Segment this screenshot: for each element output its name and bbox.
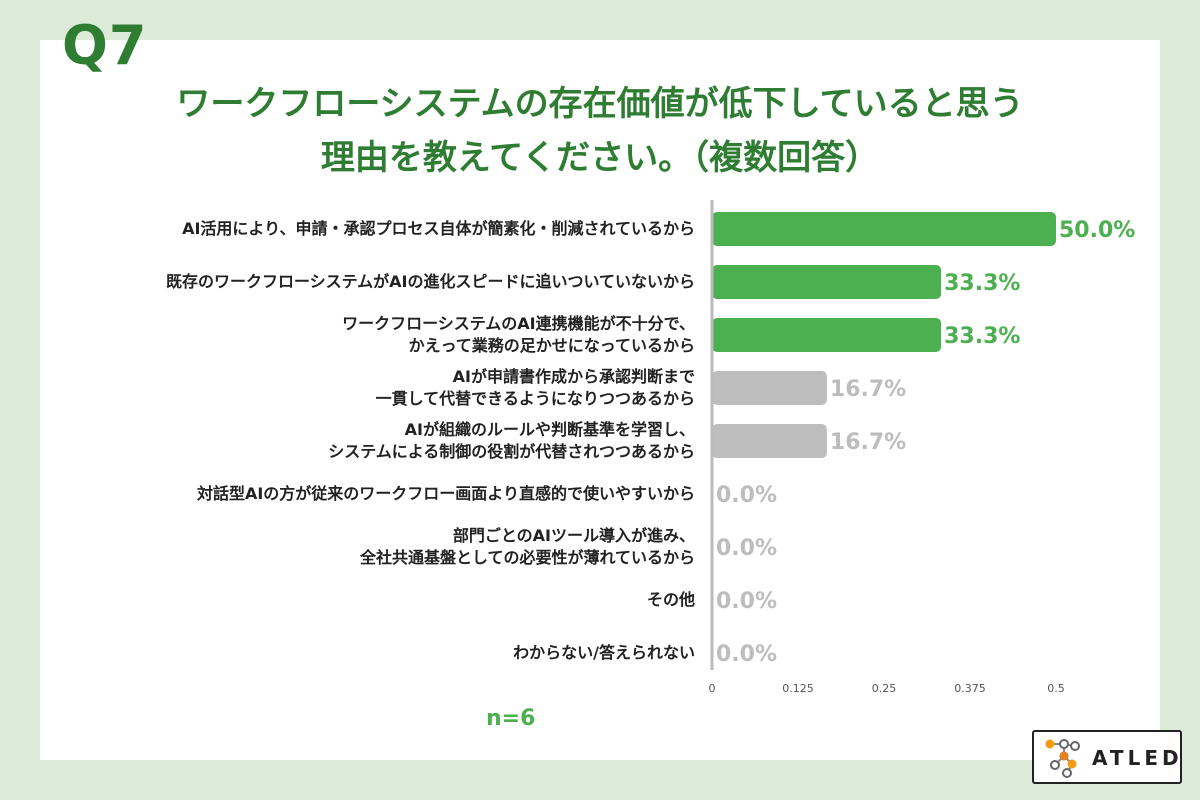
chart-title-line-2: 理由を教えてください。（複数回答） bbox=[320, 138, 880, 178]
category-label-line: わからない/答えられない bbox=[513, 643, 695, 662]
category-label-line: AI活用により、申請・承認プロセス自体が簡素化・削減されているから bbox=[182, 219, 695, 238]
category-label-line: その他 bbox=[646, 590, 695, 609]
category-label-8: その他 bbox=[647, 589, 695, 611]
bar-4 bbox=[712, 371, 827, 405]
bar-3 bbox=[712, 318, 942, 352]
category-label-line: AIが申請書作成から承認判断まで bbox=[452, 367, 695, 386]
value-label-1: 50.0% bbox=[1059, 218, 1135, 243]
molecule-logo-icon bbox=[1045, 739, 1080, 778]
value-label-5: 16.7% bbox=[830, 430, 906, 455]
x-tick-label-3: 0.25 bbox=[872, 682, 897, 695]
value-label-9: 0.0% bbox=[716, 642, 777, 667]
category-label-line: 全社共通基盤としての必要性が薄れているから bbox=[359, 548, 695, 567]
chart-title-line-1: ワークフローシステムの存在価値が低下していると思う bbox=[176, 84, 1024, 124]
category-label-line: かえって業務の足かせになっているから bbox=[408, 336, 695, 355]
bar-5 bbox=[712, 424, 827, 458]
value-label-8: 0.0% bbox=[716, 589, 777, 614]
value-label-3: 33.3% bbox=[944, 324, 1020, 349]
x-tick-label-4: 0.375 bbox=[954, 682, 986, 695]
atled-logo: ATLED bbox=[1032, 730, 1182, 784]
question-label: Q7 bbox=[62, 14, 148, 77]
value-label-2: 33.3% bbox=[944, 271, 1020, 296]
bar-1 bbox=[712, 212, 1056, 246]
category-label-1: AI活用により、申請・承認プロセス自体が簡素化・削減されているから bbox=[182, 218, 695, 240]
bar-2 bbox=[712, 265, 942, 299]
x-tick-label-5: 0.5 bbox=[1047, 682, 1065, 695]
x-tick-label-1: 0 bbox=[709, 682, 716, 695]
value-label-4: 16.7% bbox=[830, 377, 906, 402]
category-label-6: 対話型AIの方が従来のワークフロー画面より直感的で使いやすいから bbox=[197, 483, 695, 505]
category-label-line: AIが組織のルールや判断基準を学習し、 bbox=[404, 420, 695, 439]
value-label-7: 0.0% bbox=[716, 536, 777, 561]
category-label-line: システムによる制御の役割が代替されつつあるから bbox=[328, 442, 695, 461]
value-label-6: 0.0% bbox=[716, 483, 777, 508]
category-label-5: AIが組織のルールや判断基準を学習し、システムによる制御の役割が代替されつつある… bbox=[328, 419, 695, 463]
category-label-9: わからない/答えられない bbox=[513, 642, 695, 664]
x-tick-label-2: 0.125 bbox=[782, 682, 814, 695]
category-label-line: 一貫して代替できるようになりつつあるから bbox=[375, 389, 695, 408]
category-label-3: ワークフローシステムのAI連携機能が不十分で、かえって業務の足かせになっているか… bbox=[342, 313, 695, 357]
chart-card bbox=[40, 40, 1160, 760]
category-label-4: AIが申請書作成から承認判断まで一貫して代替できるようになりつつあるから bbox=[376, 366, 695, 410]
logo-wordmark: ATLED bbox=[1092, 746, 1183, 770]
category-label-2: 既存のワークフローシステムがAIの進化スピードに追いついていないから bbox=[166, 271, 695, 293]
category-label-7: 部門ごとのAIツール導入が進み、全社共通基盤としての必要性が薄れているから bbox=[360, 525, 695, 569]
category-label-line: 部門ごとのAIツール導入が進み、 bbox=[452, 526, 695, 545]
category-label-line: ワークフローシステムのAI連携機能が不十分で、 bbox=[342, 314, 695, 333]
sample-size-label: n=6 bbox=[486, 706, 536, 731]
category-label-line: 対話型AIの方が従来のワークフロー画面より直感的で使いやすいから bbox=[196, 484, 695, 503]
category-label-line: 既存のワークフローシステムがAIの進化スピードに追いついていないから bbox=[165, 272, 695, 291]
